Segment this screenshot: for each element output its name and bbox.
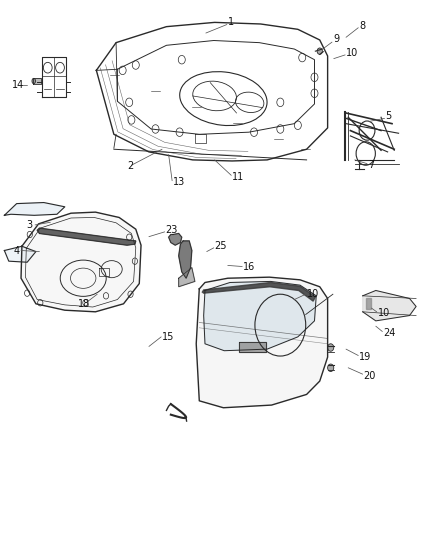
Text: 7: 7 bbox=[368, 160, 374, 170]
Polygon shape bbox=[4, 203, 65, 215]
Text: 19: 19 bbox=[359, 352, 371, 362]
Text: 2: 2 bbox=[127, 161, 133, 171]
Polygon shape bbox=[21, 212, 141, 312]
Text: 18: 18 bbox=[78, 299, 90, 309]
Polygon shape bbox=[196, 277, 328, 408]
Text: 8: 8 bbox=[359, 21, 365, 30]
Text: 11: 11 bbox=[232, 172, 244, 182]
Text: 4: 4 bbox=[13, 246, 19, 255]
Text: 25: 25 bbox=[215, 241, 227, 251]
Text: 5: 5 bbox=[385, 111, 392, 121]
Polygon shape bbox=[169, 233, 182, 245]
Polygon shape bbox=[4, 246, 36, 262]
Text: 15: 15 bbox=[162, 332, 174, 342]
Ellipse shape bbox=[32, 78, 35, 84]
Polygon shape bbox=[179, 241, 192, 278]
Text: 10: 10 bbox=[307, 289, 319, 299]
Text: 10: 10 bbox=[378, 309, 390, 318]
Text: 20: 20 bbox=[364, 371, 376, 381]
Circle shape bbox=[328, 344, 334, 351]
Text: 10: 10 bbox=[346, 49, 358, 58]
Text: 13: 13 bbox=[173, 177, 185, 187]
Text: 14: 14 bbox=[12, 80, 25, 90]
Polygon shape bbox=[363, 290, 416, 321]
Polygon shape bbox=[179, 268, 195, 287]
Polygon shape bbox=[33, 78, 41, 84]
Text: 3: 3 bbox=[26, 220, 32, 230]
Text: 9: 9 bbox=[333, 35, 339, 44]
Text: 23: 23 bbox=[166, 225, 178, 235]
Circle shape bbox=[317, 48, 322, 54]
Text: 1: 1 bbox=[228, 18, 234, 27]
Polygon shape bbox=[239, 342, 266, 352]
Circle shape bbox=[328, 364, 334, 372]
Polygon shape bbox=[366, 298, 371, 309]
Polygon shape bbox=[202, 282, 315, 301]
Text: 16: 16 bbox=[243, 262, 255, 271]
Polygon shape bbox=[37, 228, 136, 245]
Text: 24: 24 bbox=[383, 328, 396, 338]
Polygon shape bbox=[204, 281, 316, 351]
